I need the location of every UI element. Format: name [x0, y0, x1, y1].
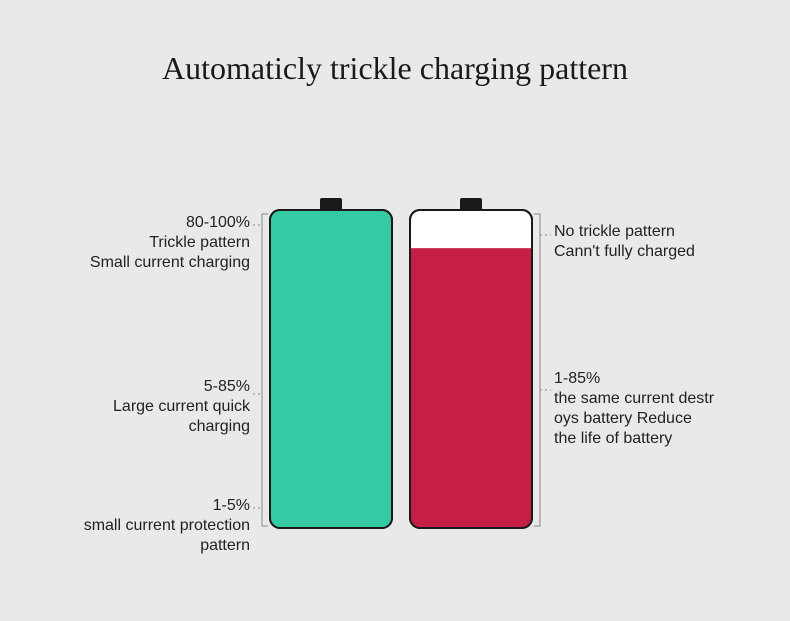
annotation-l1-line-0: 80-100% [0, 213, 250, 233]
annotation-r2-line-0: 1-85% [554, 369, 780, 389]
annotation-l2: 5-85%Large current quickcharging [0, 377, 250, 437]
annotation-l1-line-2: Small current charging [0, 253, 250, 273]
battery-left [270, 198, 392, 528]
right-bracket [534, 214, 540, 526]
annotation-l2-line-2: charging [0, 417, 250, 437]
annotation-l3-line-1: small current protection [0, 516, 250, 536]
annotation-l3: 1-5%small current protectionpattern [0, 496, 250, 556]
annotation-r1-line-1: Cann't fully charged [554, 242, 780, 262]
annotation-r1: No trickle patternCann't fully charged [554, 222, 780, 262]
annotation-l2-line-1: Large current quick [0, 397, 250, 417]
annotation-r2: 1-85%the same current destroys battery R… [554, 369, 780, 449]
annotation-l2-line-0: 5-85% [0, 377, 250, 397]
annotation-l1: 80-100%Trickle patternSmall current char… [0, 213, 250, 273]
battery-right [410, 198, 532, 528]
annotation-r2-line-2: oys battery Reduce [554, 409, 780, 429]
annotation-l1-line-1: Trickle pattern [0, 233, 250, 253]
annotation-r2-line-1: the same current destr [554, 389, 780, 409]
annotation-r2-line-3: the life of battery [554, 429, 780, 449]
left-bracket [262, 214, 268, 526]
annotation-l3-line-2: pattern [0, 536, 250, 556]
battery-left-fill [270, 210, 392, 528]
annotation-l3-line-0: 1-5% [0, 496, 250, 516]
annotation-r1-line-0: No trickle pattern [554, 222, 780, 242]
battery-right-fill [410, 248, 532, 528]
